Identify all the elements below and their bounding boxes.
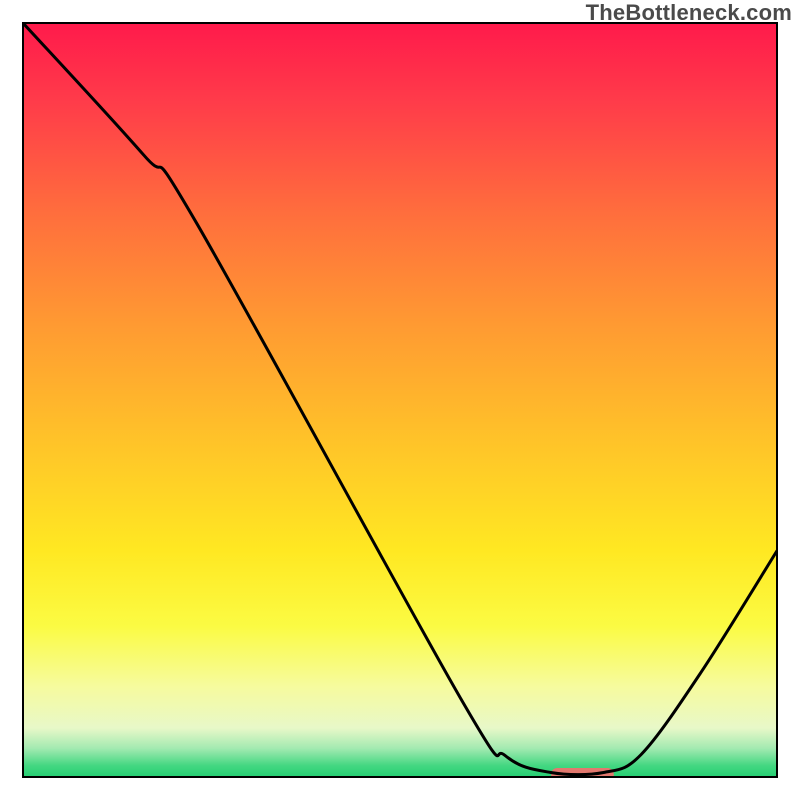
gradient-background bbox=[23, 23, 777, 777]
chart-stage: TheBottleneck.com bbox=[0, 0, 800, 800]
watermark-text: TheBottleneck.com bbox=[586, 0, 792, 26]
bottleneck-chart bbox=[0, 0, 800, 800]
